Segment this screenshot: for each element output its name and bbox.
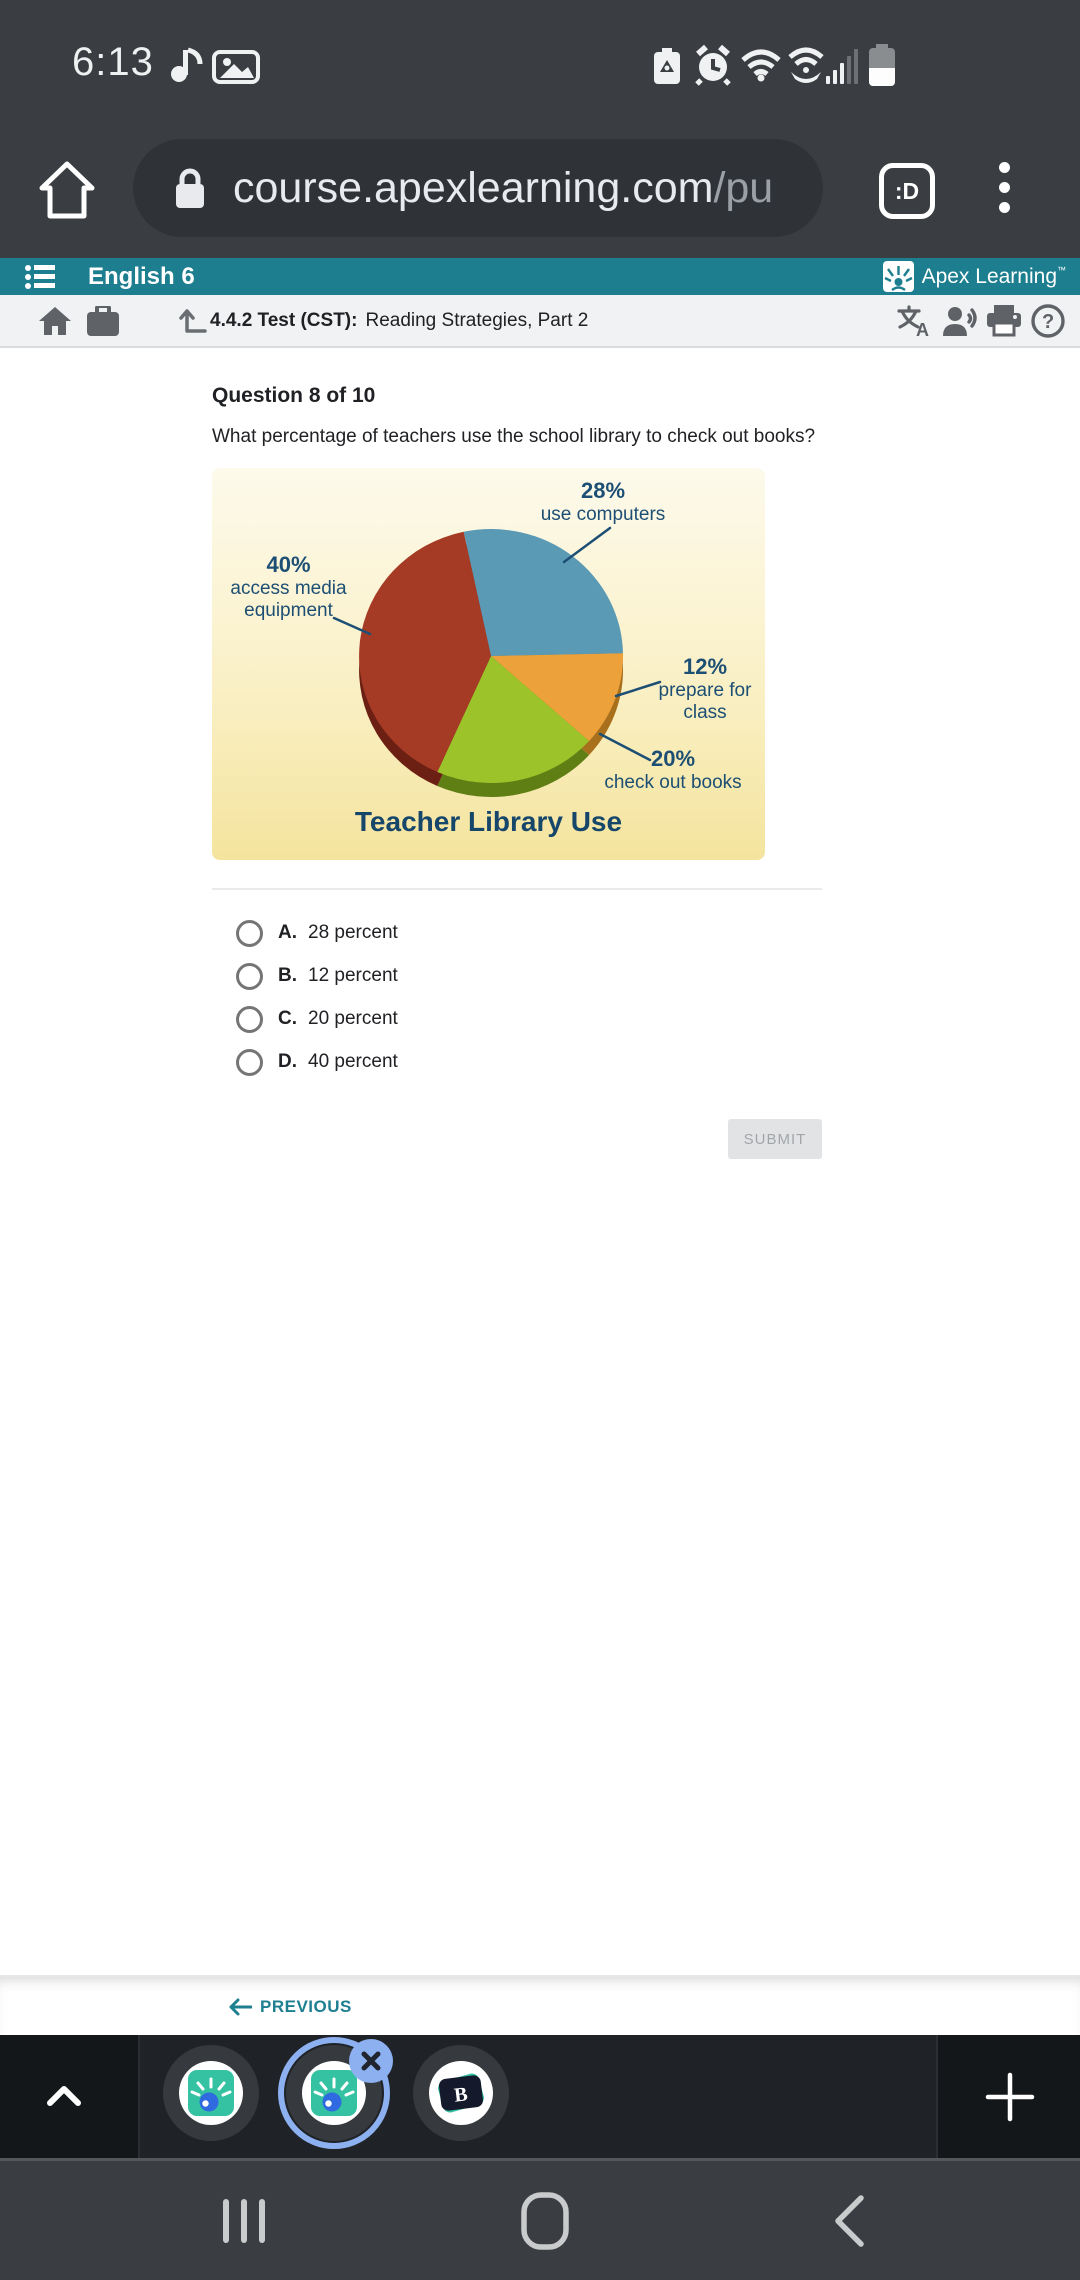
radio-button[interactable] <box>236 919 263 947</box>
option-letter: B. <box>278 965 297 986</box>
selected-app-ring <box>278 2037 390 2149</box>
browser-menu-button[interactable] <box>999 162 1011 222</box>
course-toolbar: 4.4.2 Test (CST): Reading Strategies, Pa… <box>0 295 1080 348</box>
wifi-calling-icon <box>786 46 826 84</box>
wifi-icon <box>740 48 782 82</box>
expand-dock-button[interactable] <box>44 2081 84 2109</box>
svg-text:B: B <box>453 2083 469 2106</box>
multiwindow-dock: B <box>0 2035 1080 2158</box>
radio-button[interactable] <box>236 1005 263 1033</box>
previous-label: PREVIOUS <box>260 1997 352 2016</box>
android-navbar <box>0 2158 1080 2280</box>
pie-chart-title: Teacher Library Use <box>354 806 623 837</box>
apex-learning-logo-icon <box>882 261 914 292</box>
help-button[interactable]: ? <box>1030 295 1066 346</box>
option-letter: A. <box>278 922 297 943</box>
dock-app-tray <box>138 2035 938 2158</box>
pie-slice-label: 20% check out books <box>604 746 742 793</box>
tiktok-notification-icon <box>168 46 204 84</box>
option-text: 12 percent <box>308 965 398 986</box>
answer-option-b[interactable]: B. 12 percent <box>236 961 398 991</box>
url-bar[interactable]: course.apexlearning.com/pu <box>133 139 823 237</box>
back-button[interactable] <box>832 2161 866 2280</box>
url-path: /pu <box>713 163 774 212</box>
home-button[interactable] <box>38 295 72 346</box>
answer-option-c[interactable]: C. 20 percent <box>236 1004 398 1034</box>
question-text: What percentage of teachers use the scho… <box>212 426 816 447</box>
pie-figure: Teacher Library Use 28% use computers 12% p… <box>212 468 765 860</box>
url-domain: course.apexlearning.com <box>233 163 714 212</box>
option-letter: D. <box>278 1051 297 1072</box>
browser-home-button[interactable] <box>36 158 98 224</box>
alarm-icon <box>692 44 734 86</box>
dock-app-3[interactable]: B <box>413 2045 509 2141</box>
course-menu-icon[interactable] <box>25 264 55 289</box>
submit-button[interactable]: SUBMIT <box>728 1119 822 1159</box>
answer-option-a[interactable]: A. 28 percent <box>236 918 398 948</box>
level-up-icon[interactable] <box>178 295 210 346</box>
recents-button[interactable] <box>221 2161 269 2280</box>
breadcrumb-test-title: Reading Strategies, Part 2 <box>365 309 589 331</box>
briefcase-button[interactable] <box>86 295 120 346</box>
breadcrumb: 4.4.2 Test (CST): Reading Strategies, Pa… <box>210 295 588 346</box>
dock-app-1[interactable] <box>163 2045 259 2141</box>
pie-slice-label: 28% use computers <box>540 478 666 525</box>
arrow-left-icon <box>229 1998 252 2016</box>
course-header: English 6 Apex Learning™ <box>0 258 1080 295</box>
home-button-nav[interactable] <box>521 2161 569 2280</box>
add-app-button[interactable] <box>984 2071 1036 2123</box>
lock-icon <box>173 166 207 210</box>
signal-icon <box>826 48 860 84</box>
option-text: 28 percent <box>308 922 398 943</box>
breadcrumb-test-label: 4.4.2 Test (CST): <box>210 309 358 331</box>
svg-text:?: ? <box>1042 311 1054 333</box>
svg-text:A: A <box>916 320 929 338</box>
option-letter: C. <box>278 1008 297 1029</box>
content-divider <box>212 888 822 890</box>
radio-button[interactable] <box>236 962 263 990</box>
answer-option-d[interactable]: D. 40 percent <box>236 1047 398 1077</box>
study-app-icon <box>179 2061 243 2125</box>
radio-button[interactable] <box>236 1048 263 1076</box>
course-title: English 6 <box>88 262 195 290</box>
tab-switcher-button[interactable]: :D <box>879 163 935 219</box>
close-app-button[interactable] <box>349 2039 393 2083</box>
question-nav-footer: PREVIOUS <box>0 1975 1080 2037</box>
battery-saver-icon <box>652 48 682 84</box>
tab-count-badge: :D <box>894 177 920 204</box>
status-bar: 6:13 <box>0 0 1080 130</box>
apex-learning-brand: Apex Learning™ <box>882 258 1066 295</box>
browser-toolbar: course.apexlearning.com/pu :D <box>0 130 1080 258</box>
brainly-app-icon: B <box>429 2061 493 2125</box>
option-text: 40 percent <box>308 1051 398 1072</box>
clock-time: 6:13 <box>72 40 154 84</box>
question-page: Question 8 of 10 What percentage of teac… <box>0 348 1080 1975</box>
question-number: Question 8 of 10 <box>212 384 376 407</box>
pie-slice-label: 40% access media equipment <box>230 552 347 622</box>
option-text: 20 percent <box>308 1008 398 1029</box>
close-icon <box>361 2051 381 2071</box>
battery-icon <box>868 44 896 86</box>
study-app-icon <box>302 2061 366 2125</box>
apex-learning-wordmark: Apex Learning™ <box>921 264 1066 288</box>
read-aloud-button[interactable] <box>942 295 980 346</box>
print-button[interactable] <box>986 295 1022 346</box>
url-text: course.apexlearning.com/pu <box>233 164 773 213</box>
translate-button[interactable]: A <box>896 295 932 346</box>
gallery-notification-icon <box>212 50 262 84</box>
previous-button[interactable]: PREVIOUS <box>228 1977 352 2037</box>
pie-slice-label: 12% prepare for class <box>658 654 752 724</box>
